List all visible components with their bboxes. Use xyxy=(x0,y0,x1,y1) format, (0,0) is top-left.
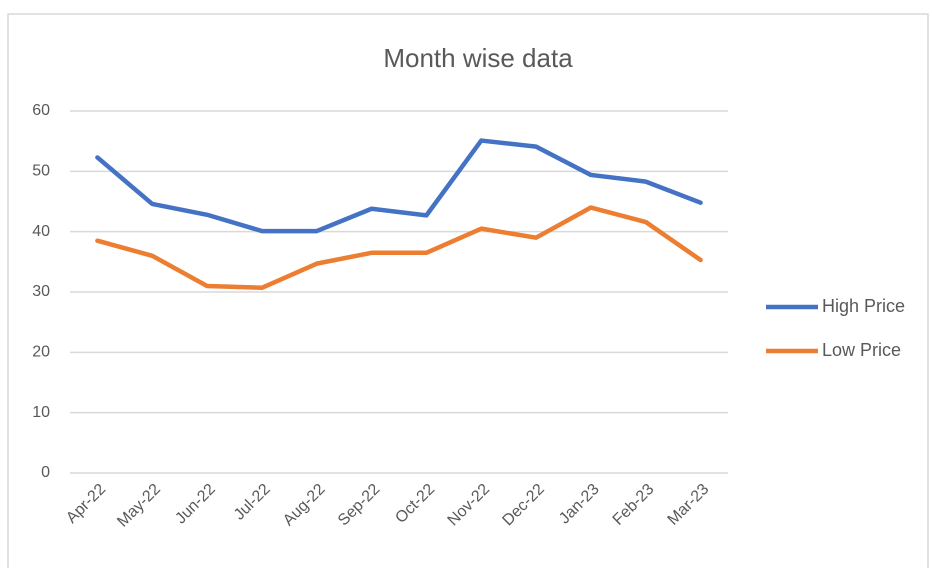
y-tick-label: 60 xyxy=(32,102,50,119)
y-tick-label: 50 xyxy=(32,163,50,180)
chart-border xyxy=(7,13,929,568)
line-series xyxy=(95,138,703,234)
chart-title: Month wise data xyxy=(383,43,573,73)
legend-label: High Price xyxy=(822,296,905,316)
y-tick-label: 20 xyxy=(32,344,50,361)
y-tick-label: 30 xyxy=(32,283,50,300)
y-tick-label: 40 xyxy=(32,223,50,240)
y-tick-label: 10 xyxy=(32,404,50,421)
y-tick-label: 0 xyxy=(41,464,50,481)
line-series xyxy=(95,205,703,291)
legend-label: Low Price xyxy=(822,340,901,360)
